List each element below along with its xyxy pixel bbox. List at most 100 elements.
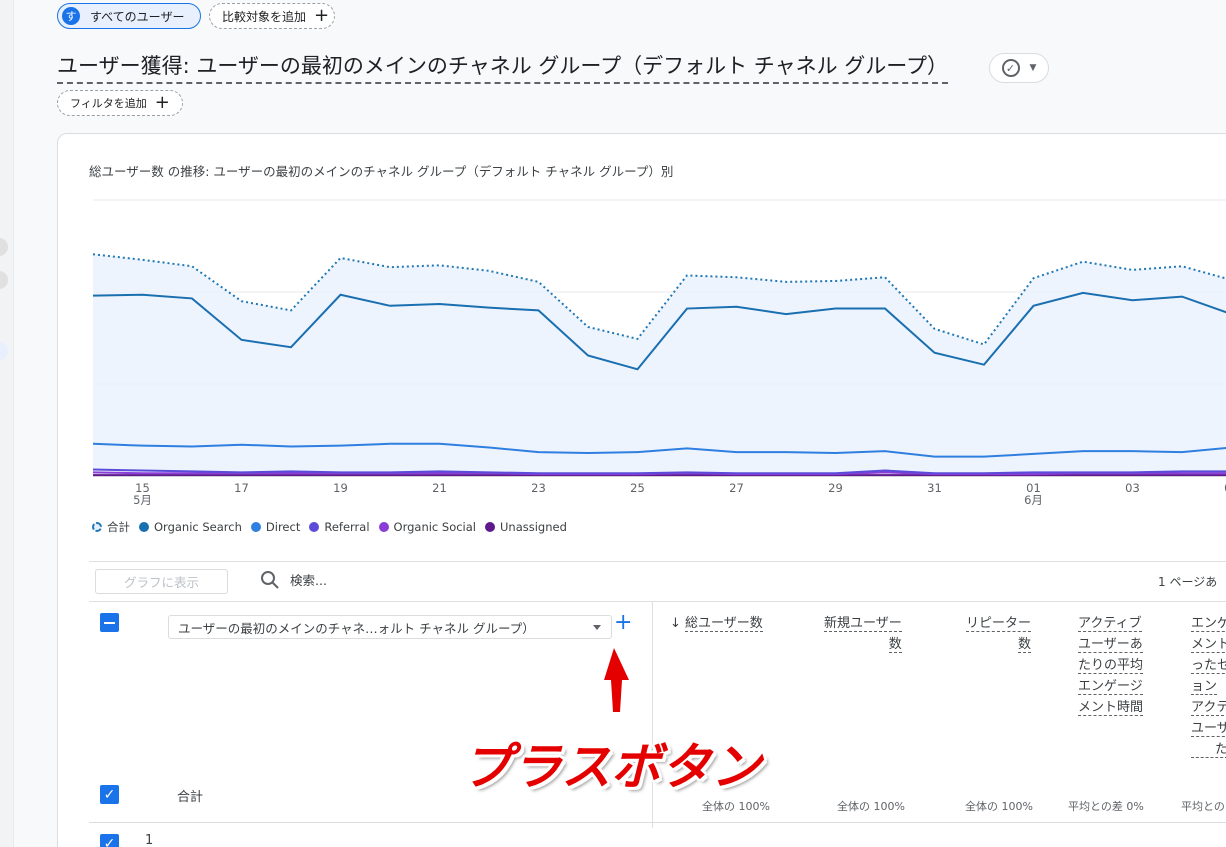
plot-rows-button[interactable]: グラフに表示 [95,569,228,594]
x-tick-label: 01 [1026,481,1041,495]
x-month-label: 5月 [133,493,152,507]
x-tick-label: 31 [927,481,942,495]
total-row-checkbox[interactable]: ✓ [100,785,119,804]
x-tick-label: 29 [828,481,843,495]
x-tick-label: 21 [432,481,447,495]
column-header-line: ユーザーあ [1078,637,1143,653]
column-header-line: メント [1191,637,1226,653]
add-comparison-label: 比較対象を追加 [222,9,307,24]
column-header-line: 新規ユーザー [824,616,902,632]
legend-label: 合計 [107,520,130,534]
row-checkbox[interactable]: ✓ [100,834,119,847]
legend-swatch [309,522,320,532]
column-total-share: 平均との [1181,800,1225,813]
select-all-checkbox[interactable] [100,613,119,632]
annotation-label: プラスボタン [462,738,761,796]
legend-item[interactable]: Organic Search [139,519,242,535]
report-card [57,133,1226,847]
legend-label: Organic Search [154,520,242,534]
column-header-label: 総ユーザー数 [685,616,763,632]
legend-label: Organic Social [393,520,476,534]
legend-swatch [139,522,149,532]
column-header-line: ったセ [1191,658,1226,674]
legend-label: Direct [265,520,301,534]
dimension-select[interactable]: ユーザーの最初のメインのチャネ…ォルト チャネル グループ） [168,615,612,639]
series-line-referral [92,468,1226,475]
add-filter-label: フィルタを追加 [70,97,147,110]
column-total-share: 全体の 100% [837,800,905,813]
column-header-new-users[interactable]: 新規ユーザー 数 [824,613,902,655]
nav-edge-shape [0,342,8,360]
chevron-down-icon: ▼ [1029,63,1037,73]
add-filter-chip[interactable]: フィルタを追加 + [57,90,183,116]
add-dimension-plus-button[interactable]: + [614,610,633,635]
column-header-line: 数 [1018,637,1032,653]
column-header-line: アクティブ [1078,616,1142,632]
chart-legend: 合計 Organic Search Direct Referral Organic So… [92,519,576,535]
left-nav-edge [0,0,14,847]
x-tick-label: 27 [729,481,744,495]
chevron-down-icon [593,625,601,630]
x-tick-label: 25 [630,481,645,495]
divider [89,601,1226,602]
column-divider [652,602,653,828]
plus-icon: + [314,5,330,26]
column-header-line: メント時間 [1078,700,1144,716]
x-tick-label: 03 [1125,481,1140,495]
x-tick-label: 19 [333,481,348,495]
total-row-label: 合計 [177,790,204,805]
series-line-organic-search [92,291,1226,371]
legend-item[interactable]: 合計 [92,519,130,535]
legend-swatch [485,522,495,532]
column-header-line: た [1191,742,1226,758]
search-input[interactable] [290,570,590,590]
column-total-share: 全体の 100% [965,800,1033,813]
report-status-button[interactable]: ✓ ▼ [989,53,1049,83]
column-header-line: ョン [1191,679,1218,695]
column-header-returning-users[interactable]: リピーター 数 [966,613,1032,655]
legend-label: Referral [324,520,370,534]
column-header-total-users[interactable]: ↓ 総ユーザー数 [670,613,763,634]
legend-swatch [92,522,102,532]
legend-item[interactable]: Unassigned [485,519,567,535]
column-header-line: エンゲ [1191,616,1226,632]
row-divider [89,822,1226,823]
column-total-share: 平均との差 0% [1068,800,1144,813]
series-line-direct [92,442,1226,458]
segment-chip-all-users[interactable]: す すべてのユーザー [57,3,201,29]
row-index: 1 [145,833,154,847]
x-month-label: 6月 [1024,493,1043,507]
nav-edge-shape [0,238,8,256]
legend-item[interactable]: Direct [250,519,301,535]
search-icon [261,571,279,589]
column-header-avg-engagement-time[interactable]: アクティブ ユーザーあ たりの平均 エンゲージ メント時間 [1078,613,1144,718]
add-comparison-chip[interactable]: 比較対象を追加 + [209,3,335,29]
x-tick-label: 15 [135,481,150,495]
check-circle-icon: ✓ [1001,59,1020,77]
total-area [93,254,1226,476]
column-header-line: ユーザ [1191,721,1226,737]
x-tick-label: 17 [234,481,249,495]
pagination-label: 1 ページあ [1158,575,1218,589]
series-line-合計 [92,253,1226,346]
legend-swatch [378,522,389,532]
legend-item[interactable]: Referral [309,519,370,535]
x-tick-label: 05 [1224,481,1226,495]
column-header-engaged-sessions[interactable]: エンゲ メント ったセ ョン アクテ ユーザ た [1191,613,1226,760]
column-header-line: リピーター [966,616,1032,632]
legend-item[interactable]: Organic Social [378,519,476,535]
legend-swatch [250,522,261,532]
plus-icon: + [154,92,170,113]
dimension-select-value: ユーザーの最初のメインのチャネ…ォルト チャネル グループ） [178,620,535,636]
legend-label: Unassigned [500,520,567,534]
column-header-line: アクテ [1191,700,1226,716]
nav-edge-shape [0,271,8,289]
segment-avatar: す [62,7,80,25]
chart-title: 総ユーザー数 の推移: ユーザーの最初のメインのチャネル グループ（デフォルト … [89,164,674,179]
column-header-line: たりの平均 [1078,658,1144,674]
sort-arrow-icon: ↓ [670,616,681,631]
page-title[interactable]: ユーザー獲得: ユーザーの最初のメインのチャネル グループ（デフォルト チャネル… [57,50,948,84]
column-header-line: 数 [888,637,902,653]
x-tick-label: 23 [531,481,546,495]
